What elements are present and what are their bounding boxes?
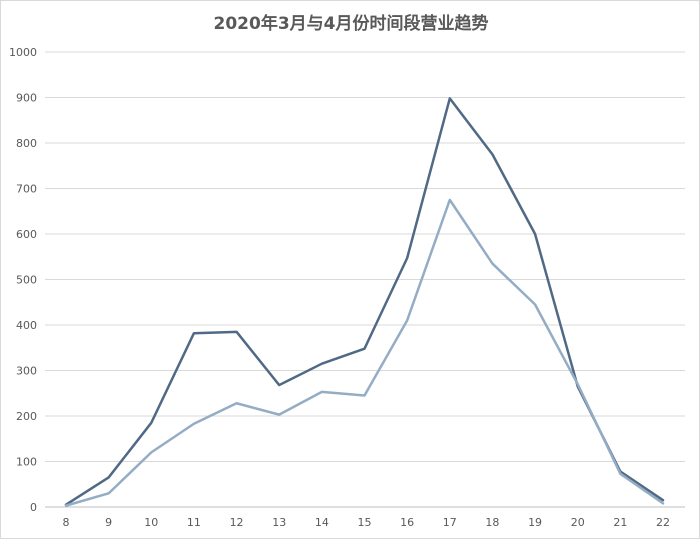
- y-tick-label: 300: [16, 365, 37, 378]
- x-tick-label: 11: [187, 516, 201, 529]
- x-tick-label: 20: [571, 516, 585, 529]
- x-tick-label: 15: [358, 516, 372, 529]
- y-tick-label: 900: [16, 92, 37, 105]
- y-tick-label: 100: [16, 456, 37, 469]
- x-tick-label: 19: [528, 516, 542, 529]
- x-tick-label: 10: [144, 516, 158, 529]
- y-tick-label: 400: [16, 319, 37, 332]
- y-tick-label: 200: [16, 410, 37, 423]
- x-tick-label: 22: [656, 516, 670, 529]
- x-tick-label: 12: [230, 516, 244, 529]
- series-lines: [64, 97, 665, 507]
- gridlines: [45, 51, 685, 462]
- y-tick-label: 500: [16, 274, 37, 287]
- chart-title: 2020年3月与4月份时间段营业趋势: [213, 14, 489, 34]
- x-tick-label: 13: [272, 516, 286, 529]
- series-line-1: [64, 97, 665, 506]
- x-tick-label: 21: [613, 516, 627, 529]
- x-tick-label: 8: [63, 516, 70, 529]
- y-tick-labels: 0 100 200 300 400 500 600 700 800 900 1000: [9, 46, 37, 514]
- x-tick-label: 14: [315, 516, 329, 529]
- y-tick-label: 1000: [9, 46, 37, 59]
- x-tick-label: 18: [485, 516, 499, 529]
- y-tick-label: 600: [16, 228, 37, 241]
- x-tick-labels: 8 9 10 11 12 13 14 15 16 17 18 19 20 21 22: [63, 516, 671, 529]
- x-tick-label: 17: [443, 516, 457, 529]
- y-tick-label: 800: [16, 137, 37, 150]
- x-tick-label: 9: [105, 516, 112, 529]
- y-tick-label: 700: [16, 183, 37, 196]
- y-tick-label: 0: [30, 501, 37, 514]
- series-line-2: [64, 198, 665, 507]
- x-tick-label: 16: [400, 516, 414, 529]
